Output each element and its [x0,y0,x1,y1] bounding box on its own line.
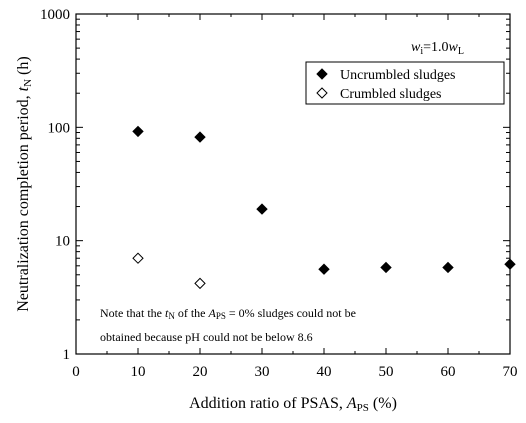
uncrumbled-data-point [194,131,206,143]
annotation-line-2: obtained because pH could not be below 8… [100,330,313,344]
y-axis-title: Neutralization completion period, tN (h) [15,56,34,311]
x-tick-label: 50 [379,364,394,380]
data-points [132,125,516,290]
y-axis-ticks: 1 10 100 1000 [40,7,510,363]
x-axis-title: Addition ratio of PSAS, APS (%) [189,395,397,414]
legend: Uncrumbled sludges Crumbled sludges [305,61,505,105]
uncrumbled-data-point [442,261,454,274]
x-tick-label: 70 [503,364,518,380]
x-tick-label: 60 [441,364,456,380]
legend-label-uncrumbled: Uncrumbled sludges [340,68,455,83]
uncrumbled-data-point [318,263,330,275]
crumbled-data-point [132,252,144,264]
y-tick-label: 100 [48,120,71,136]
legend-box [305,61,505,105]
condition-label: wi=1.0wL [411,40,464,57]
x-tick-label: 40 [317,364,332,380]
x-tick-label: 30 [255,364,270,380]
y-tick-label: 1000 [40,7,70,23]
x-axis-ticks: 0 10 20 30 40 50 60 70 [72,14,518,380]
annotation-line-1: Note that the tN of the APS = 0% sludges… [100,306,356,321]
x-tick-label: 20 [193,364,208,380]
x-tick-label: 0 [72,364,80,380]
uncrumbled-data-point [132,125,144,138]
y-tick-label: 1 [63,347,71,363]
y-tick-label: 10 [55,234,70,250]
uncrumbled-data-point [504,258,516,270]
uncrumbled-data-point [256,203,268,215]
uncrumbled-data-point [380,261,392,274]
x-tick-label: 10 [131,364,146,380]
crumbled-data-point [194,277,206,290]
legend-marker-uncrumbled [316,68,328,80]
legend-marker-crumbled [316,87,328,99]
legend-label-crumbled: Crumbled sludges [340,87,442,102]
